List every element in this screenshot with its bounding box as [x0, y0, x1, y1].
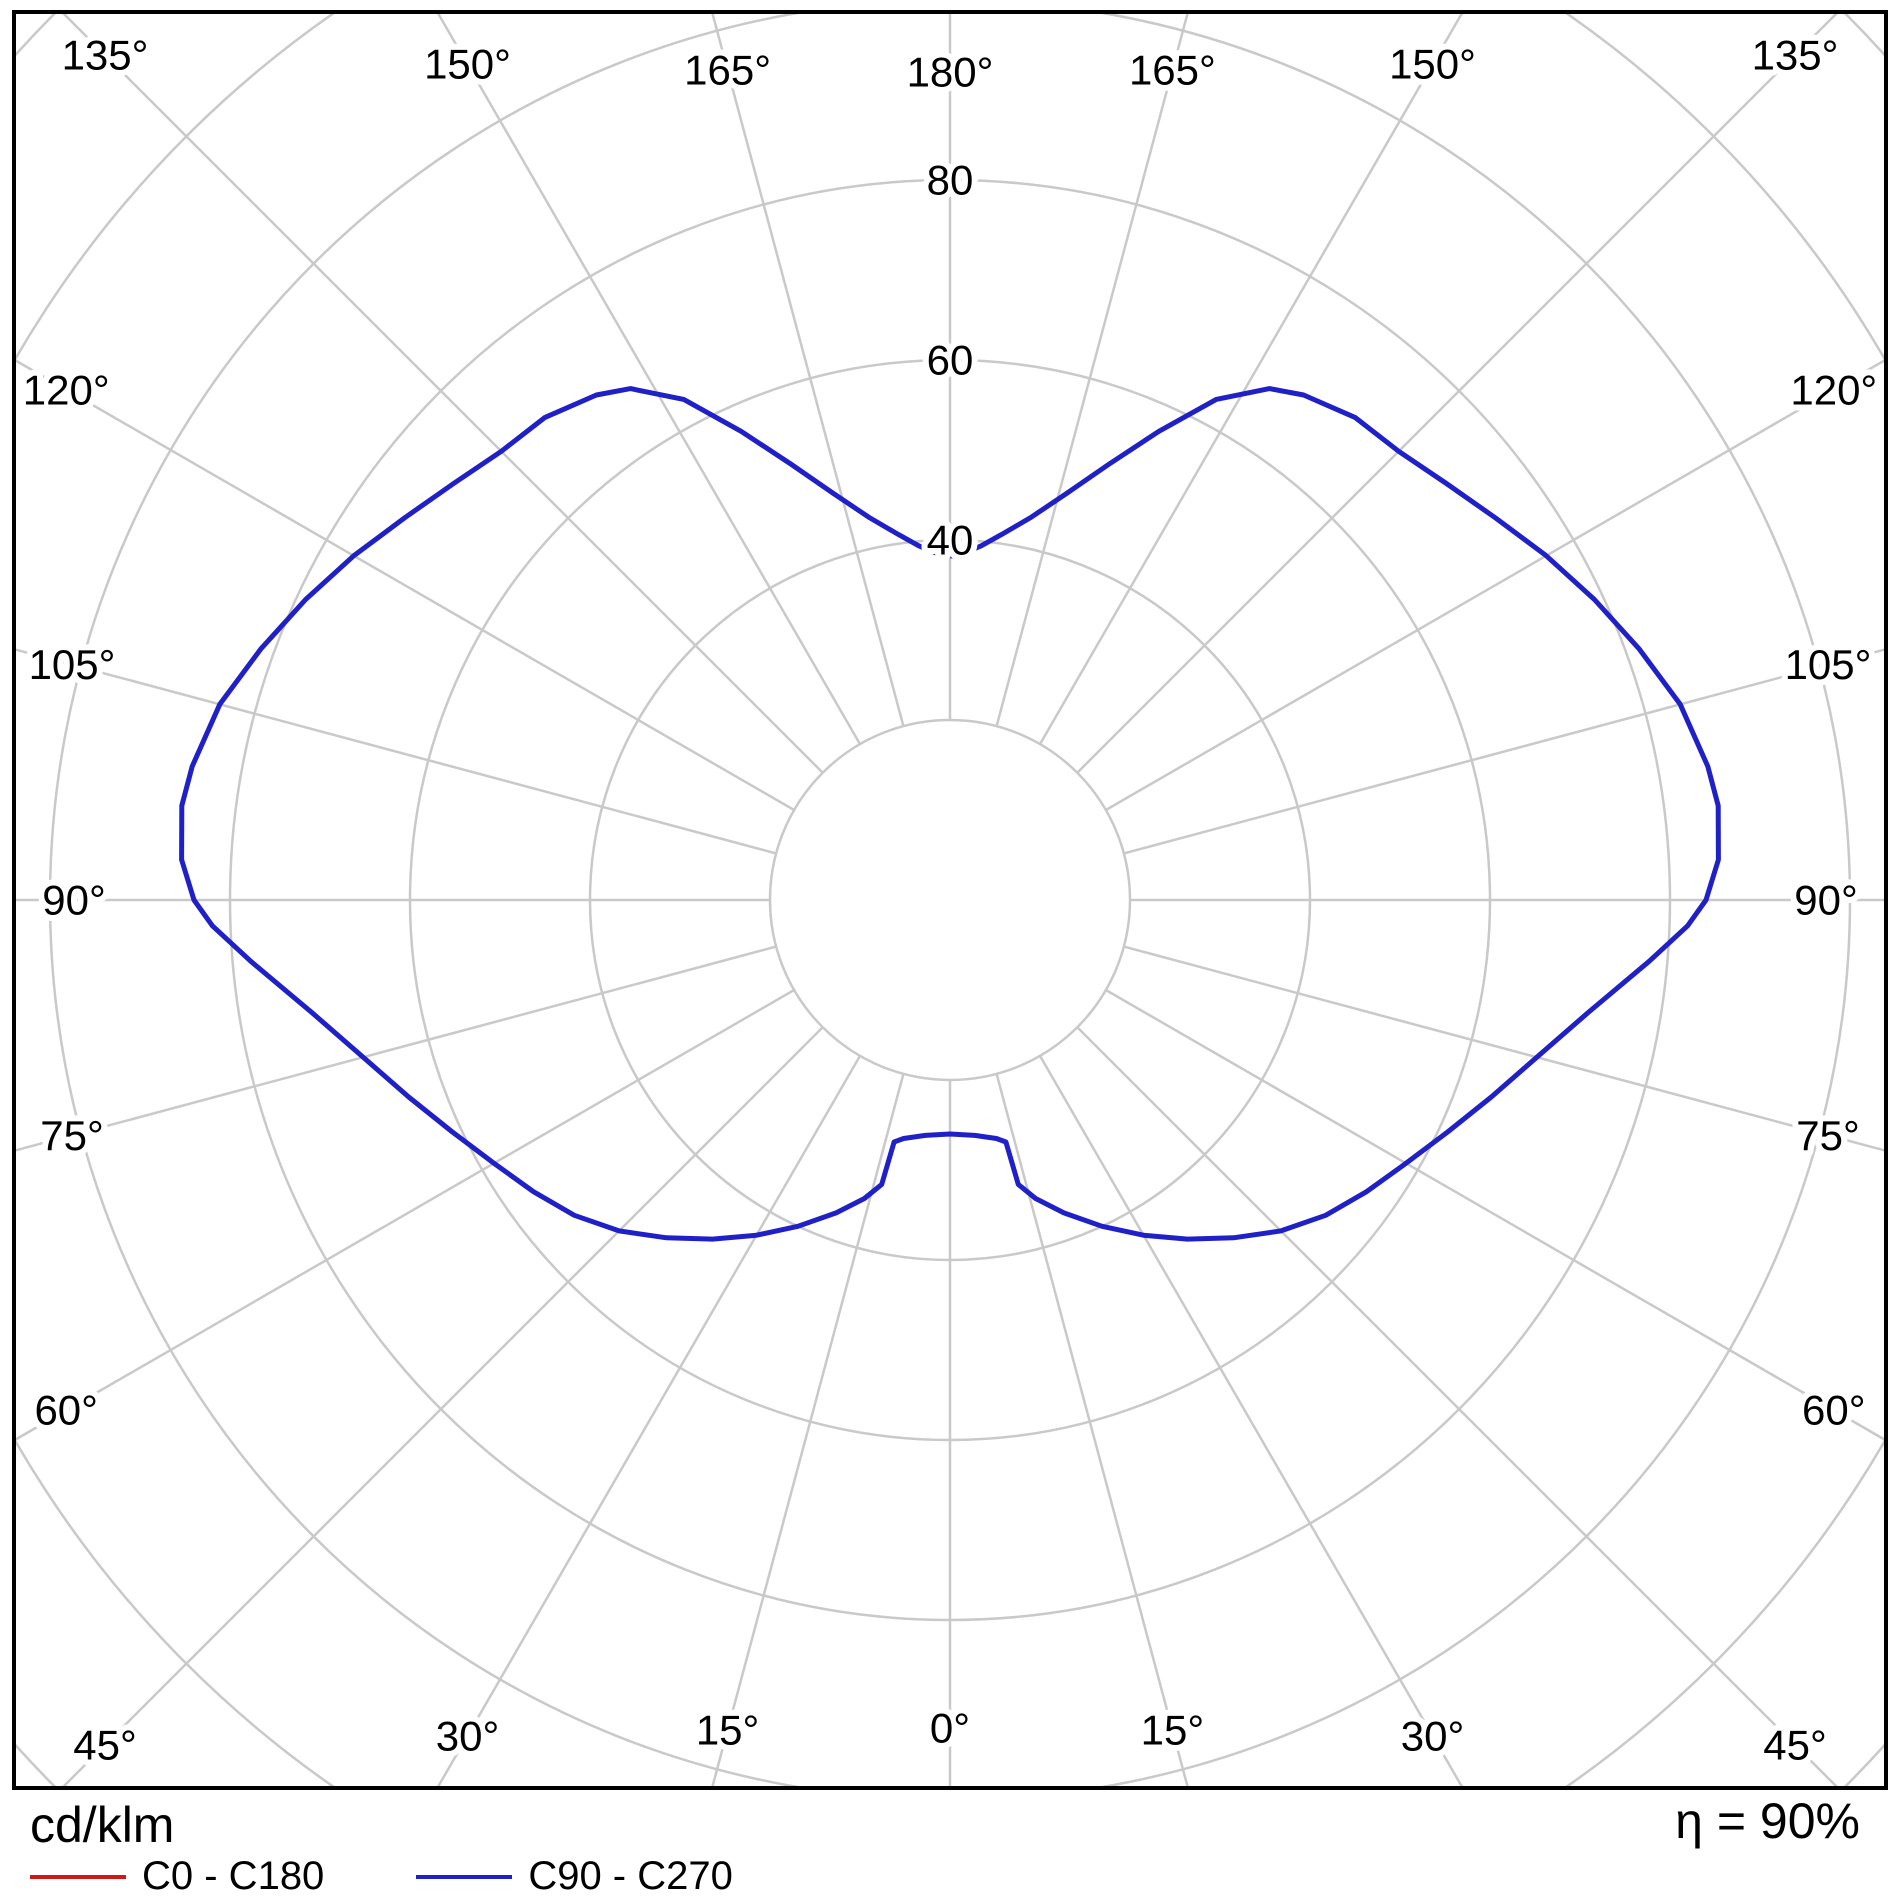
gamma-label: 30° — [1401, 1712, 1465, 1759]
gamma-label: 30° — [436, 1712, 500, 1759]
gamma-label: 90° — [1794, 877, 1858, 924]
radial-tick-label: 80 — [927, 157, 974, 204]
gamma-label: 45° — [1763, 1722, 1827, 1769]
efficiency-label: η = 90% — [1675, 1793, 1860, 1849]
gamma-label: 60° — [34, 1387, 98, 1434]
gamma-label: 165° — [684, 47, 771, 94]
gamma-label: 75° — [1796, 1112, 1860, 1159]
gamma-label: 105° — [29, 641, 116, 688]
radial-tick-label: 40 — [927, 517, 974, 564]
polar-grid — [16, 14, 1884, 1786]
axis-labels: 0° 15° 15° 30° 30° 45° 45° 60° 60° 75° 75° 90° 90° 10… — [17, 26, 1883, 1775]
units-label: cd/klm — [30, 1797, 175, 1853]
gamma-label: 120° — [23, 366, 110, 413]
legend-line-c90-c270-icon — [416, 1874, 513, 1879]
gamma-label: 75° — [40, 1112, 104, 1159]
gamma-label: 15° — [696, 1707, 760, 1754]
gamma-label: 45° — [73, 1722, 137, 1769]
legend-label-c0-c180: C0 - C180 — [142, 1854, 325, 1898]
gamma-label: 90° — [42, 877, 106, 924]
gamma-label: 165° — [1129, 47, 1216, 94]
plot-border — [12, 10, 1888, 1790]
chart-footer: cd/klm η = 90% C0 - C180 C90 - C270 — [0, 1792, 1900, 1900]
radial-tick-label: 60 — [927, 337, 974, 384]
legend: C0 - C180 C90 - C270 — [30, 1854, 733, 1899]
gamma-label: 150° — [424, 41, 511, 88]
gamma-label: 150° — [1389, 41, 1476, 88]
gamma-label: 105° — [1785, 641, 1872, 688]
gamma-label: 60° — [1802, 1387, 1866, 1434]
gamma-label: 135° — [1752, 32, 1839, 79]
gamma-label: 15° — [1141, 1707, 1205, 1754]
legend-line-c0-c180-icon — [30, 1874, 126, 1879]
legend-item-c0-c180: C0 - C180 — [30, 1854, 324, 1899]
legend-label-c90-c270: C90 - C270 — [528, 1854, 733, 1898]
gamma-label: 120° — [1790, 366, 1877, 413]
gamma-label: 0° — [930, 1705, 970, 1752]
polar-chart: 0° 15° 15° 30° 30° 45° 45° 60° 60° 75° 75° 90° 90° 10… — [12, 10, 1888, 1790]
gamma-label: 180° — [907, 49, 994, 96]
legend-item-c90-c270: C90 - C270 — [416, 1854, 733, 1899]
gamma-label: 135° — [62, 32, 149, 79]
curve-c90-c270 — [179, 386, 1721, 1242]
